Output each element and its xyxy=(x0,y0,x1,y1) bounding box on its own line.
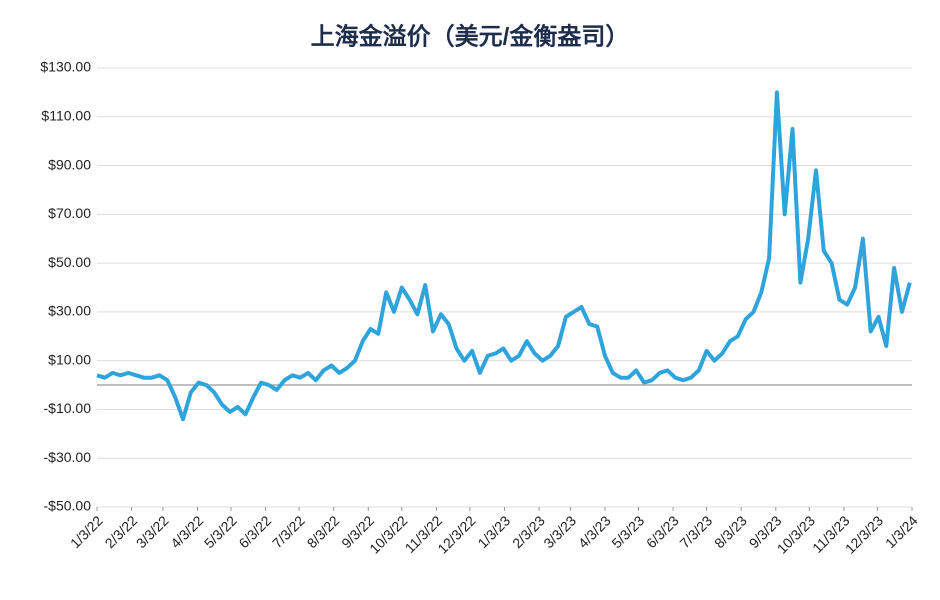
y-tick-label: $70.00 xyxy=(48,205,91,221)
x-tick-label: 8/3/22 xyxy=(304,512,343,551)
x-tick-label: 4/3/23 xyxy=(575,512,614,551)
y-tick-label: $90.00 xyxy=(48,156,91,172)
x-tick-label: 12/3/23 xyxy=(842,512,886,556)
x-tick-label: 2/3/23 xyxy=(509,512,548,551)
y-tick-label: $130.00 xyxy=(40,59,91,75)
x-tick-label: 6/3/23 xyxy=(643,512,682,551)
y-tick-label: $110.00 xyxy=(41,107,91,123)
y-tick-label: $50.00 xyxy=(48,254,91,270)
x-tick-label: 1/3/23 xyxy=(474,512,513,551)
x-tick-label: 10/3/23 xyxy=(774,512,818,556)
line-series xyxy=(96,90,912,422)
x-tick-label: 5/3/23 xyxy=(608,512,647,551)
y-tick-label: $10.00 xyxy=(48,351,91,367)
x-tick-label: 8/3/23 xyxy=(711,512,750,551)
y-tick-label: -$10.00 xyxy=(44,400,92,416)
x-tick-label: 7/3/23 xyxy=(676,512,715,551)
x-tick-label: 2/3/22 xyxy=(102,512,141,551)
x-tick-label: 7/3/22 xyxy=(269,512,308,551)
x-tick-label: 3/3/22 xyxy=(133,512,172,551)
x-tick-label: 4/3/22 xyxy=(167,512,206,551)
x-tick-label: 6/3/22 xyxy=(235,512,274,551)
x-tick-label: 3/3/23 xyxy=(540,512,579,551)
x-tick-label: 1/3/24 xyxy=(882,512,921,551)
x-tick-label: 10/3/22 xyxy=(366,512,410,556)
y-tick-label: -$30.00 xyxy=(44,449,92,465)
y-tick-label: -$50.00 xyxy=(44,498,92,514)
chart-title: 上海金溢价（美元/金衡盎司） xyxy=(311,22,630,50)
x-tick-label: 12/3/22 xyxy=(434,512,478,556)
x-tick-label: 5/3/22 xyxy=(201,512,240,551)
x-tick-label: 1/3/22 xyxy=(67,512,106,551)
y-tick-label: $30.00 xyxy=(48,303,91,319)
